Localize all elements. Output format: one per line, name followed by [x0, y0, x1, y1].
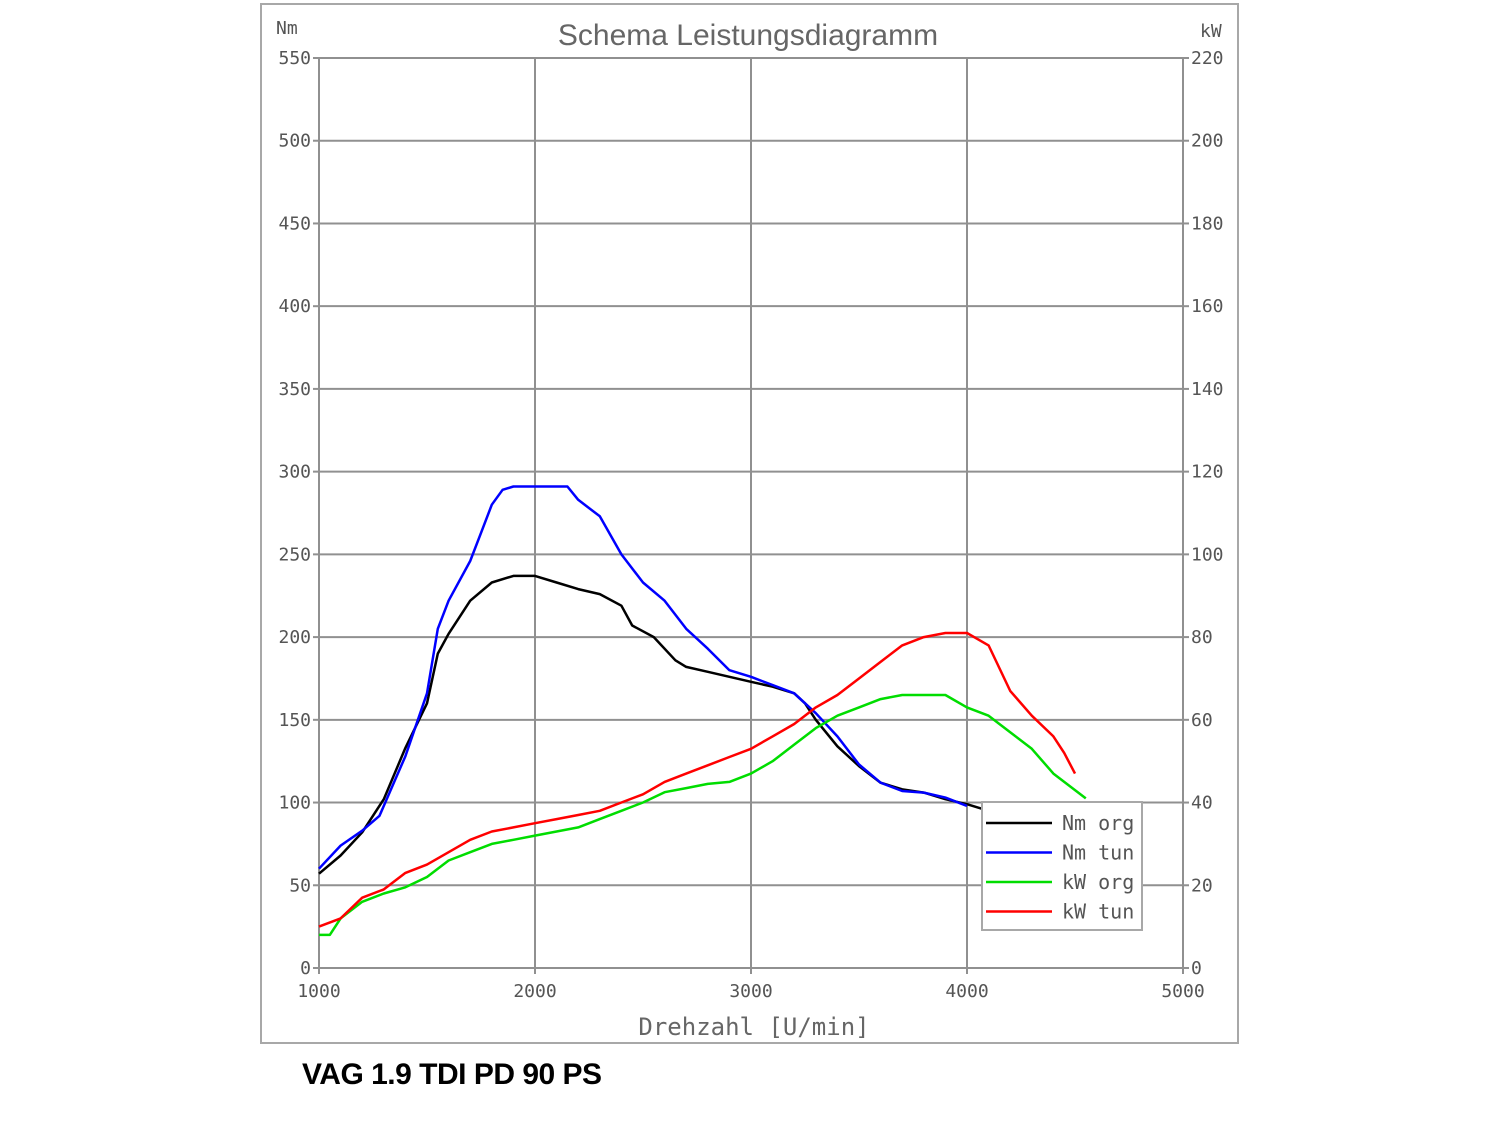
left-y-tick-label: 0	[300, 958, 311, 979]
right-y-tick-label: 120	[1191, 462, 1224, 483]
series-line-kw-org	[319, 693, 1087, 937]
right-y-tick-label: 220	[1191, 48, 1224, 69]
legend-label: kW tun	[1062, 900, 1134, 924]
right-y-tick-label: 160	[1191, 296, 1224, 317]
x-tick-label: 2000	[513, 981, 556, 1002]
right-y-tick-label: 80	[1191, 627, 1213, 648]
legend: Nm org Nm tun kW org kW tun	[981, 801, 1143, 931]
left-y-tick-label: 150	[278, 710, 311, 731]
left-y-tick-label: 300	[278, 462, 311, 483]
right-y-tick-label: 60	[1191, 710, 1213, 731]
chart-frame: Schema Leistungsdiagramm Nm kW 0 50 100 150…	[260, 3, 1239, 1044]
right-axis-unit-label: kW	[1200, 21, 1222, 42]
left-y-tick-label: 350	[278, 379, 311, 400]
x-tick-label: 5000	[1161, 981, 1204, 1002]
left-axis-unit-label: Nm	[276, 18, 298, 39]
series-line-kw-tun	[318, 631, 1077, 928]
series-line-nm-tun	[318, 485, 968, 870]
x-tick-label: 4000	[945, 981, 988, 1002]
power-diagram-chart: Schema Leistungsdiagramm Nm kW 0 50 100 150…	[276, 18, 1224, 1041]
left-y-tick-label: 450	[278, 213, 311, 234]
x-tick-label: 1000	[297, 981, 340, 1002]
left-y-tick-label: 50	[289, 875, 311, 896]
axes: 0 50 100 150 200 250 300 350 400 450 500 550 0 20 40 60…	[278, 48, 1223, 1002]
left-y-tick-label: 550	[278, 48, 311, 69]
left-y-tick-label: 250	[278, 544, 311, 565]
right-y-tick-label: 20	[1191, 875, 1213, 896]
right-y-tick-label: 100	[1191, 544, 1224, 565]
x-axis-title: Drehzahl [U/min]	[638, 1013, 869, 1041]
legend-label: kW org	[1062, 870, 1134, 894]
left-y-tick-label: 200	[278, 627, 311, 648]
engine-caption: VAG 1.9 TDI PD 90 PS	[302, 1058, 602, 1091]
right-y-tick-label: 180	[1191, 213, 1224, 234]
left-y-tick-label: 100	[278, 793, 311, 814]
right-y-tick-label: 40	[1191, 793, 1213, 814]
grid-lines	[318, 57, 1184, 969]
series-lines	[318, 485, 1087, 937]
left-y-tick-label: 400	[278, 296, 311, 317]
right-y-tick-label: 0	[1191, 958, 1202, 979]
right-y-tick-label: 140	[1191, 379, 1224, 400]
series-line-nm-org	[318, 574, 989, 875]
right-y-tick-label: 200	[1191, 131, 1224, 152]
left-y-tick-label: 500	[278, 131, 311, 152]
legend-label: Nm org	[1062, 811, 1134, 835]
legend-label: Nm tun	[1062, 841, 1134, 865]
chart-title: Schema Leistungsdiagramm	[558, 19, 938, 52]
x-tick-label: 3000	[729, 981, 772, 1002]
